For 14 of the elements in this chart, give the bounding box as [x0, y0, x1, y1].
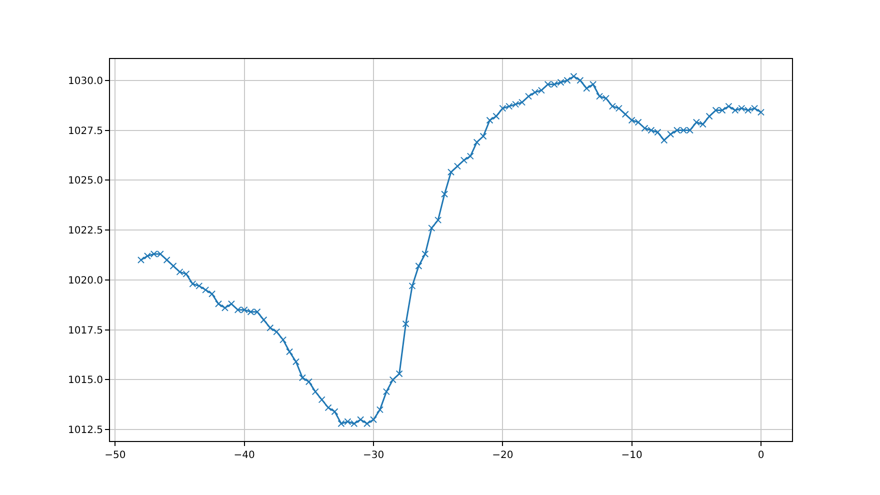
y-tick-label: 1030.0 — [68, 76, 103, 87]
y-tick-label: 1012.5 — [68, 425, 103, 436]
y-tick-label: 1015.0 — [68, 375, 103, 386]
x-tick-label: −10 — [621, 450, 642, 461]
x-tick-label: −20 — [492, 450, 514, 461]
y-tick-label: 1020.0 — [68, 275, 103, 286]
x-tick-label: −30 — [362, 450, 384, 461]
y-tick-label: 1022.5 — [68, 226, 103, 237]
x-tick-label: −50 — [104, 450, 126, 461]
x-tick-label: 0 — [758, 450, 764, 461]
y-tick-label: 1025.0 — [68, 176, 103, 187]
y-tick-label: 1017.5 — [68, 325, 103, 336]
y-tick-label: 1027.5 — [68, 126, 103, 137]
x-tick-label: −40 — [234, 450, 255, 461]
